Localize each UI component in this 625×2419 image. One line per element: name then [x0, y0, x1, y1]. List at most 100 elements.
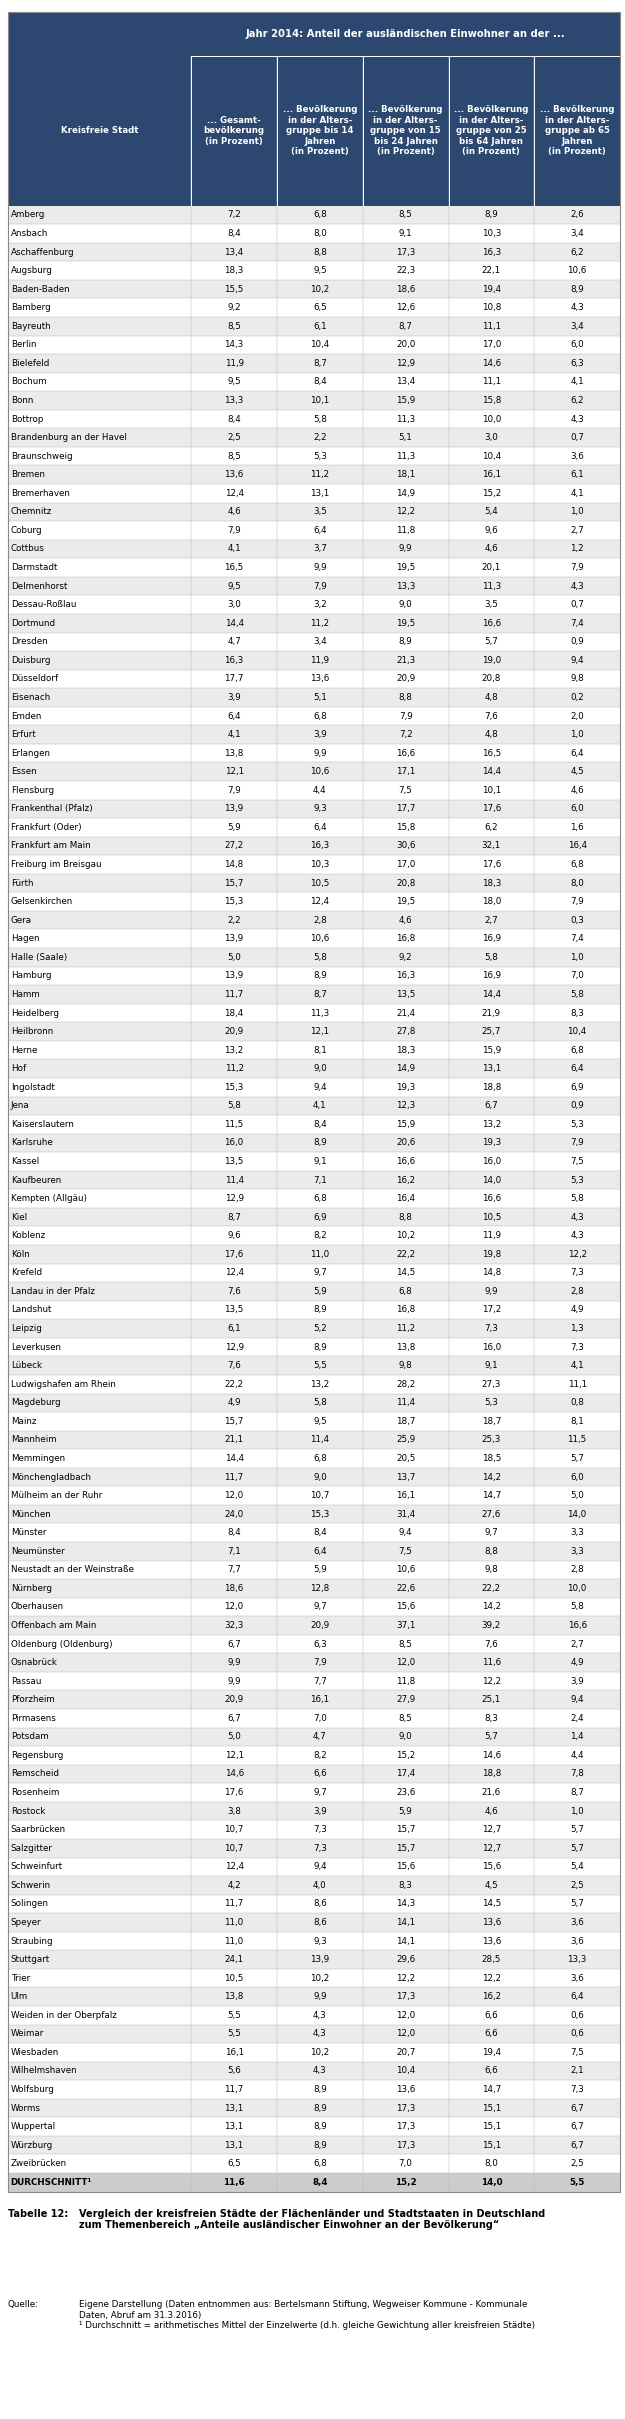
Bar — [191, 2100, 277, 2117]
Bar — [8, 1413, 191, 1430]
Bar — [449, 1950, 534, 1969]
Bar — [362, 1004, 449, 1023]
Bar — [534, 1060, 620, 1079]
Bar — [191, 801, 277, 818]
Bar — [191, 1393, 277, 1413]
Text: ... Bevölkerung
in der Alters-
gruppe ab 65
Jahren
(in Prozent): ... Bevölkerung in der Alters- gruppe ab… — [540, 106, 614, 155]
Bar — [362, 448, 449, 464]
Text: 6,8: 6,8 — [570, 1045, 584, 1055]
Text: Nürnberg: Nürnberg — [11, 1584, 52, 1592]
Bar — [277, 912, 362, 929]
Text: 13,2: 13,2 — [482, 1120, 501, 1130]
Text: 18,4: 18,4 — [224, 1009, 244, 1018]
Bar — [534, 1449, 620, 1468]
Text: 17,0: 17,0 — [396, 861, 415, 868]
Text: 6,6: 6,6 — [313, 1768, 327, 1778]
Bar — [362, 762, 449, 781]
Bar — [8, 837, 191, 856]
Bar — [449, 948, 534, 968]
Bar — [191, 1226, 277, 1246]
Text: 10,7: 10,7 — [224, 1843, 244, 1853]
Text: 5,0: 5,0 — [570, 1490, 584, 1500]
Bar — [277, 1988, 362, 2005]
Bar — [534, 1357, 620, 1374]
Text: 19,3: 19,3 — [396, 1084, 415, 1091]
Text: 31,4: 31,4 — [396, 1509, 415, 1519]
Bar — [534, 2080, 620, 2100]
Text: 12,4: 12,4 — [310, 897, 329, 907]
Bar — [191, 1207, 277, 1226]
Text: 4,3: 4,3 — [570, 302, 584, 312]
Text: 4,3: 4,3 — [570, 1212, 584, 1222]
Bar — [277, 801, 362, 818]
Text: 7,9: 7,9 — [228, 525, 241, 535]
Bar — [534, 1950, 620, 1969]
Text: 5,3: 5,3 — [570, 1176, 584, 1185]
Bar — [449, 985, 534, 1004]
Text: 12,1: 12,1 — [224, 767, 244, 776]
Text: 3,4: 3,4 — [570, 230, 584, 237]
Text: 11,0: 11,0 — [224, 1938, 244, 1945]
Bar — [8, 12, 191, 56]
Bar — [191, 1318, 277, 1338]
Bar — [534, 1263, 620, 1282]
Bar — [362, 1505, 449, 1524]
Text: 2,8: 2,8 — [313, 917, 327, 924]
Bar — [534, 1207, 620, 1226]
Text: 20,5: 20,5 — [396, 1454, 415, 1463]
Bar — [8, 539, 191, 559]
Text: Frankfurt (Oder): Frankfurt (Oder) — [11, 822, 81, 832]
Bar — [277, 1616, 362, 1635]
Bar — [449, 1858, 534, 1877]
Text: 4,4: 4,4 — [313, 786, 327, 796]
Bar — [277, 464, 362, 484]
Text: Berlin: Berlin — [11, 341, 36, 348]
Text: 0,9: 0,9 — [570, 1101, 584, 1110]
Text: 9,9: 9,9 — [313, 747, 327, 757]
Text: 8,5: 8,5 — [228, 322, 241, 331]
Text: 17,1: 17,1 — [396, 767, 415, 776]
Text: 18,3: 18,3 — [224, 266, 244, 276]
Bar — [362, 781, 449, 801]
Bar — [534, 1096, 620, 1115]
Bar — [534, 1318, 620, 1338]
Text: 13,2: 13,2 — [310, 1379, 329, 1389]
Text: 9,4: 9,4 — [313, 1084, 327, 1091]
Text: Weiden in der Oberpfalz: Weiden in der Oberpfalz — [11, 2010, 116, 2020]
Text: 29,6: 29,6 — [396, 1955, 415, 1964]
Bar — [449, 539, 534, 559]
Text: 14,3: 14,3 — [396, 1899, 415, 1909]
Text: 2,7: 2,7 — [484, 917, 498, 924]
Text: 8,2: 8,2 — [313, 1751, 327, 1761]
Text: 8,3: 8,3 — [484, 1713, 498, 1722]
Bar — [191, 317, 277, 336]
Bar — [277, 1672, 362, 1691]
Bar — [8, 1766, 191, 1783]
Bar — [277, 1969, 362, 1988]
Text: 11,6: 11,6 — [482, 1657, 501, 1667]
Bar — [277, 503, 362, 520]
Text: 19,3: 19,3 — [482, 1139, 501, 1147]
Bar — [362, 1171, 449, 1190]
Text: 6,4: 6,4 — [228, 711, 241, 721]
Text: 16,4: 16,4 — [568, 842, 587, 851]
Text: 6,4: 6,4 — [313, 525, 327, 535]
Text: 7,4: 7,4 — [570, 619, 584, 629]
Bar — [534, 1652, 620, 1672]
Bar — [362, 1282, 449, 1301]
Text: 8,5: 8,5 — [228, 452, 241, 460]
Text: 7,9: 7,9 — [228, 786, 241, 796]
Text: 13,3: 13,3 — [396, 581, 415, 590]
Text: 5,9: 5,9 — [399, 1807, 412, 1817]
Bar — [191, 1079, 277, 1096]
Bar — [362, 1541, 449, 1560]
Bar — [277, 1338, 362, 1357]
Bar — [362, 1246, 449, 1263]
Text: 8,0: 8,0 — [484, 2160, 498, 2167]
Text: 20,9: 20,9 — [310, 1621, 329, 1630]
Bar — [191, 837, 277, 856]
Text: 2,7: 2,7 — [570, 525, 584, 535]
Text: 11,0: 11,0 — [310, 1251, 329, 1258]
Bar — [8, 464, 191, 484]
Text: 19,8: 19,8 — [482, 1251, 501, 1258]
